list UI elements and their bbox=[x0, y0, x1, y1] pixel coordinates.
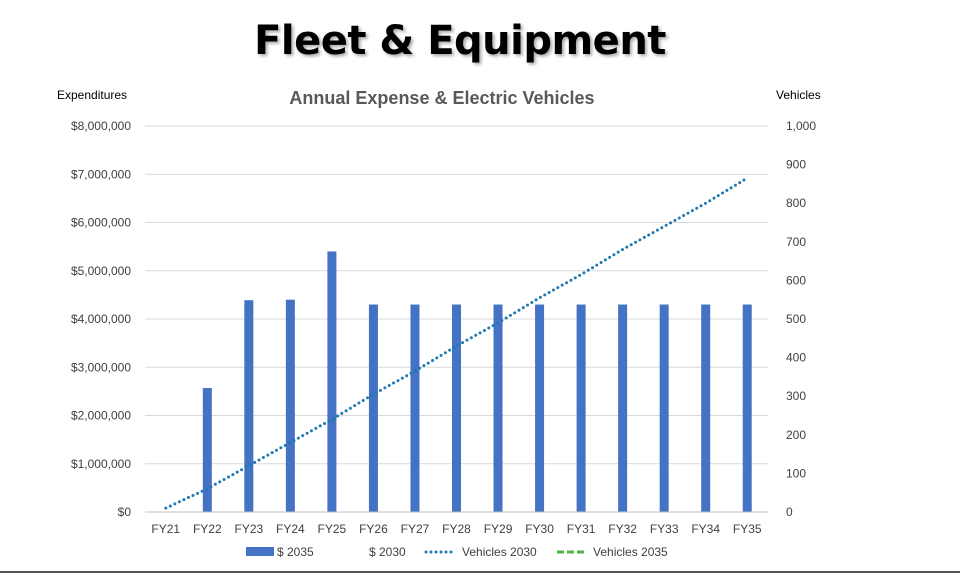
bar bbox=[327, 251, 337, 512]
bar bbox=[202, 387, 212, 512]
x-tick-label: FY25 bbox=[318, 522, 347, 536]
y2-tick-label: 800 bbox=[786, 196, 806, 210]
legend-swatch bbox=[246, 547, 274, 556]
x-tick-label: FY34 bbox=[691, 522, 720, 536]
x-tick-label: FY22 bbox=[193, 522, 222, 536]
x-tick-label: FY26 bbox=[359, 522, 388, 536]
y-tick-label: $7,000,000 bbox=[71, 167, 131, 181]
x-tick-label: FY31 bbox=[567, 522, 596, 536]
legend: $ 2035 $ 2030 Vehicles 2030 Vehicles 2035 bbox=[246, 545, 668, 559]
y2-tick-label: 400 bbox=[786, 351, 806, 365]
y2-tick-label: 0 bbox=[786, 505, 793, 519]
y-tick-label: $0 bbox=[118, 505, 132, 519]
y-tick-label: $2,000,000 bbox=[71, 409, 131, 423]
bar bbox=[576, 304, 586, 512]
y2-tick-label: 600 bbox=[786, 273, 806, 287]
x-tick-label: FY30 bbox=[525, 522, 554, 536]
bar bbox=[368, 304, 378, 512]
x-tick-label: FY27 bbox=[401, 522, 430, 536]
chart-title: Annual Expense & Electric Vehicles bbox=[289, 88, 594, 108]
bar bbox=[618, 304, 628, 512]
slide-title: Fleet & Equipment bbox=[254, 18, 666, 64]
y2-tick-label: 100 bbox=[786, 466, 806, 480]
y-tick-label: $3,000,000 bbox=[71, 360, 131, 374]
y2-axis-label: Vehicles bbox=[776, 88, 821, 102]
bottom-divider bbox=[0, 571, 960, 573]
bar bbox=[493, 304, 503, 512]
x-tick-label: FY35 bbox=[733, 522, 762, 536]
x-tick-label: FY24 bbox=[276, 522, 305, 536]
bar-series bbox=[202, 251, 752, 512]
bar bbox=[742, 304, 752, 512]
line-series bbox=[164, 176, 749, 510]
y-tick-label: $4,000,000 bbox=[71, 312, 131, 326]
y2-tick-label: 300 bbox=[786, 389, 806, 403]
line-series-path bbox=[164, 176, 749, 510]
y2-tick-label: 700 bbox=[786, 235, 806, 249]
x-tick-label: FY29 bbox=[484, 522, 513, 536]
x-tick-label: FY32 bbox=[608, 522, 637, 536]
y-tick-label: $8,000,000 bbox=[71, 119, 131, 133]
y2-tick-label: 1,000 bbox=[786, 119, 816, 133]
x-tick-label: FY21 bbox=[151, 522, 180, 536]
axes: $0 $1,000,000 $2,000,000 $3,000,000 $4,000,0… bbox=[71, 119, 816, 536]
bar bbox=[701, 304, 711, 512]
x-tick-label: FY28 bbox=[442, 522, 471, 536]
bar bbox=[410, 304, 420, 512]
legend-label: Vehicles 2035 bbox=[593, 545, 668, 559]
bar bbox=[285, 299, 295, 512]
y2-tick-label: 500 bbox=[786, 312, 806, 326]
legend-label: $ 2030 bbox=[369, 545, 406, 559]
y-tick-label: $5,000,000 bbox=[71, 264, 131, 278]
bar bbox=[535, 304, 545, 512]
bar bbox=[452, 304, 461, 512]
x-tick-label: FY23 bbox=[234, 522, 263, 536]
legend-label: $ 2035 bbox=[277, 545, 314, 559]
bar bbox=[244, 300, 254, 512]
y2-tick-label: 900 bbox=[786, 158, 806, 172]
x-tick-label: FY33 bbox=[650, 522, 679, 536]
legend-label: Vehicles 2030 bbox=[462, 545, 537, 559]
y-tick-label: $1,000,000 bbox=[71, 457, 131, 471]
y-axis-label: Expenditures bbox=[57, 88, 127, 102]
bar bbox=[659, 304, 669, 512]
y2-tick-label: 200 bbox=[786, 428, 806, 442]
y-tick-label: $6,000,000 bbox=[71, 216, 131, 230]
